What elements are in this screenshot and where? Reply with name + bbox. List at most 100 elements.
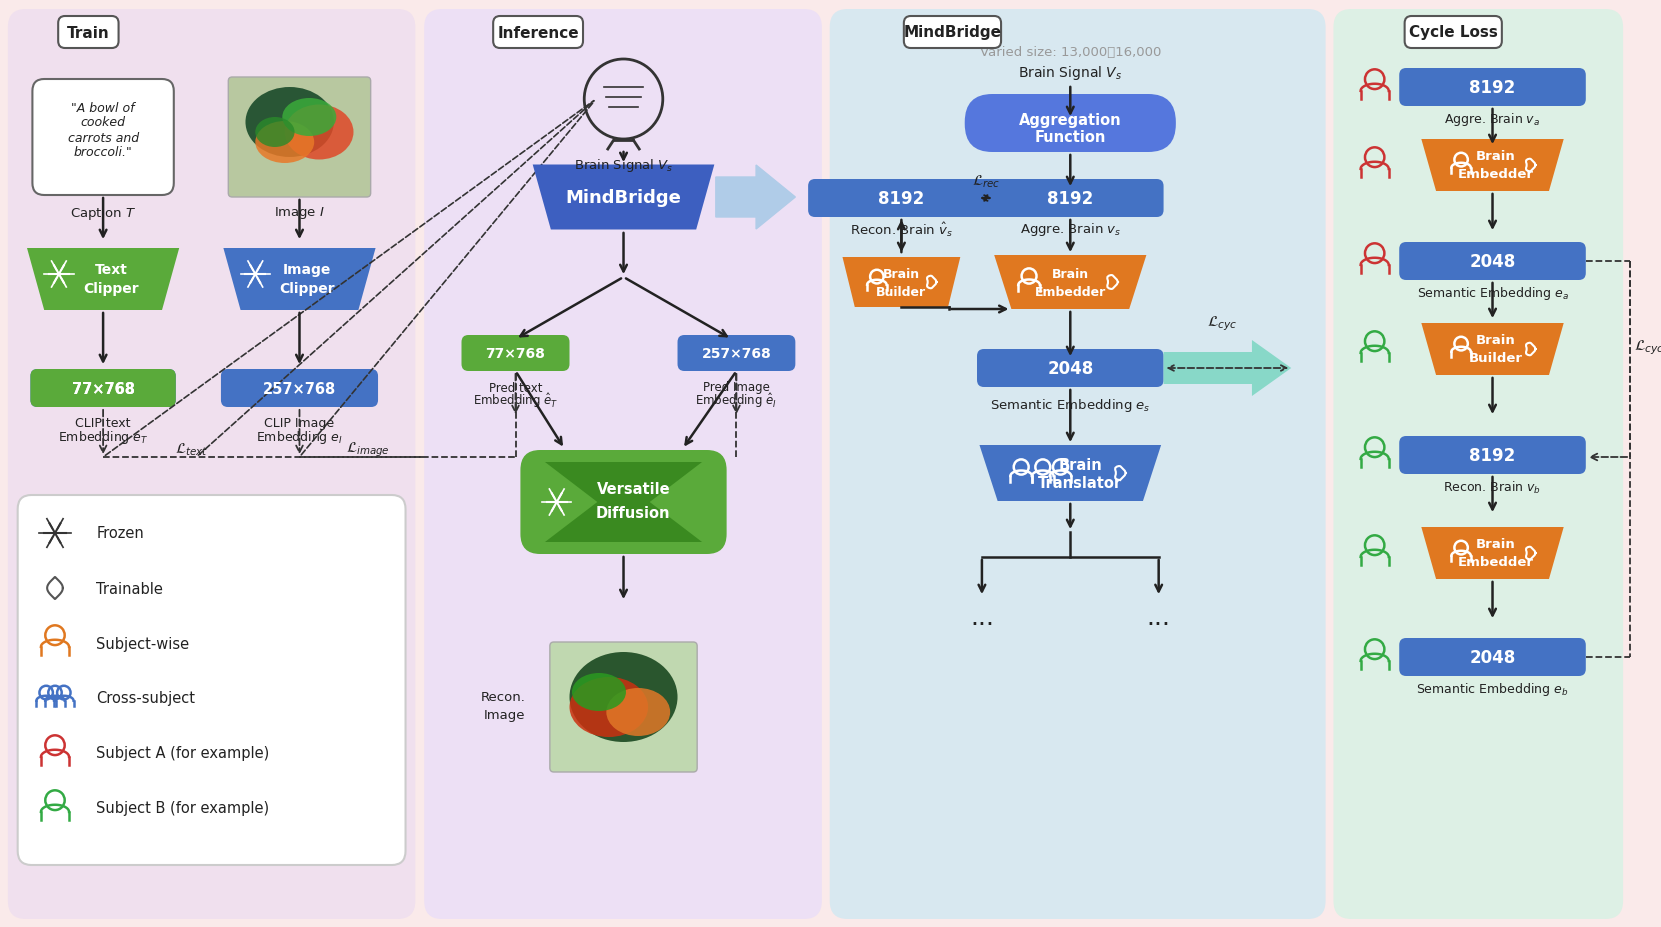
FancyBboxPatch shape — [30, 370, 176, 408]
FancyBboxPatch shape — [33, 80, 174, 196]
FancyBboxPatch shape — [904, 17, 1002, 49]
FancyBboxPatch shape — [221, 370, 379, 408]
Text: 2048: 2048 — [1470, 648, 1515, 667]
Text: 8192: 8192 — [1470, 79, 1515, 97]
Text: Embedder: Embedder — [1457, 169, 1533, 182]
Text: $\mathcal{L}_{image}$: $\mathcal{L}_{image}$ — [347, 440, 390, 459]
Polygon shape — [1422, 324, 1563, 375]
Text: Recon. Brain $\hat{v}_s$: Recon. Brain $\hat{v}_s$ — [850, 221, 953, 239]
FancyBboxPatch shape — [550, 642, 698, 772]
Ellipse shape — [571, 673, 626, 711]
FancyBboxPatch shape — [520, 451, 726, 554]
FancyBboxPatch shape — [424, 10, 822, 919]
Text: MindBridge: MindBridge — [904, 25, 1002, 41]
Text: 2048: 2048 — [1046, 360, 1093, 377]
Text: Semantic Embedding $e_a$: Semantic Embedding $e_a$ — [1417, 286, 1568, 302]
Text: Semantic Embedding $e_s$: Semantic Embedding $e_s$ — [990, 397, 1151, 414]
FancyBboxPatch shape — [18, 495, 405, 865]
FancyBboxPatch shape — [1405, 17, 1502, 49]
Text: Brain: Brain — [1058, 458, 1101, 473]
Text: Varied size: 13,000～16,000: Varied size: 13,000～16,000 — [980, 46, 1161, 59]
Text: Subject A (for example): Subject A (for example) — [96, 745, 269, 761]
Text: Diffusion: Diffusion — [596, 505, 671, 520]
Text: Embedding $\hat{e}_T$: Embedding $\hat{e}_T$ — [473, 391, 558, 410]
Text: $\mathcal{L}_{rec}$: $\mathcal{L}_{rec}$ — [972, 173, 1000, 190]
Text: Image $I$: Image $I$ — [274, 205, 326, 221]
Text: Builder: Builder — [1468, 352, 1523, 365]
Text: Brain: Brain — [884, 267, 920, 280]
Text: ...: ... — [1146, 605, 1171, 629]
Text: Translator: Translator — [1038, 476, 1123, 491]
Polygon shape — [1422, 140, 1563, 192]
Text: CLIP text: CLIP text — [75, 417, 131, 430]
FancyBboxPatch shape — [809, 180, 995, 218]
Text: carrots and: carrots and — [68, 132, 138, 145]
Polygon shape — [842, 258, 960, 308]
Text: Function: Function — [1035, 131, 1106, 146]
Ellipse shape — [570, 678, 648, 737]
Polygon shape — [995, 256, 1146, 310]
Text: 8192: 8192 — [1470, 447, 1515, 464]
FancyBboxPatch shape — [977, 349, 1164, 387]
Text: Brain: Brain — [1475, 150, 1515, 163]
FancyBboxPatch shape — [977, 180, 1164, 218]
Text: $\mathcal{L}_{cyc}$: $\mathcal{L}_{cyc}$ — [1634, 338, 1661, 357]
Text: Recon.: Recon. — [480, 691, 525, 704]
FancyBboxPatch shape — [1399, 639, 1586, 677]
FancyBboxPatch shape — [678, 336, 796, 372]
FancyBboxPatch shape — [493, 17, 583, 49]
Text: 8192: 8192 — [879, 190, 925, 208]
Text: $\mathcal{L}_{text}$: $\mathcal{L}_{text}$ — [174, 441, 208, 458]
Text: Semantic Embedding $e_b$: Semantic Embedding $e_b$ — [1417, 680, 1568, 698]
Ellipse shape — [570, 653, 678, 743]
Polygon shape — [223, 248, 375, 311]
Polygon shape — [27, 248, 179, 311]
Text: Builder: Builder — [877, 286, 927, 298]
Text: Embedding $e_I$: Embedding $e_I$ — [256, 429, 342, 446]
Text: Clipper: Clipper — [279, 282, 336, 296]
Text: 77×768: 77×768 — [485, 347, 545, 361]
Text: Aggre. Brain $v_s$: Aggre. Brain $v_s$ — [1020, 222, 1121, 238]
Text: Brain: Brain — [1475, 538, 1515, 551]
Text: Pred Image: Pred Image — [703, 381, 771, 394]
Ellipse shape — [606, 688, 669, 736]
Text: Subject B (for example): Subject B (for example) — [96, 801, 269, 816]
Text: ...: ... — [970, 605, 993, 629]
Text: Versatile: Versatile — [596, 482, 669, 497]
Text: Image: Image — [282, 262, 332, 276]
Polygon shape — [1164, 340, 1291, 397]
Text: Embedder: Embedder — [1457, 556, 1533, 569]
FancyBboxPatch shape — [965, 95, 1176, 153]
FancyBboxPatch shape — [1399, 243, 1586, 281]
Polygon shape — [533, 165, 714, 230]
Text: cooked: cooked — [81, 117, 126, 130]
Ellipse shape — [246, 88, 334, 158]
Text: 77×768: 77×768 — [71, 381, 135, 396]
Text: "A bowl of: "A bowl of — [71, 101, 135, 114]
Text: Pred text: Pred text — [488, 381, 541, 394]
Text: Brain Signal $V_s$: Brain Signal $V_s$ — [573, 158, 673, 174]
FancyBboxPatch shape — [58, 17, 118, 49]
Polygon shape — [980, 446, 1161, 502]
Text: Cycle Loss: Cycle Loss — [1409, 25, 1498, 41]
Text: Recon. Brain $v_b$: Recon. Brain $v_b$ — [1443, 479, 1541, 496]
Text: Aggre. Brain $v_a$: Aggre. Brain $v_a$ — [1445, 111, 1540, 128]
Text: Clipper: Clipper — [83, 282, 140, 296]
Text: Cross-subject: Cross-subject — [96, 691, 196, 705]
Text: MindBridge: MindBridge — [566, 189, 681, 207]
Text: $\mathcal{L}_{cyc}$: $\mathcal{L}_{cyc}$ — [1208, 314, 1237, 333]
FancyBboxPatch shape — [830, 10, 1325, 919]
Text: 77×768: 77×768 — [71, 381, 135, 396]
Text: 2048: 2048 — [1470, 253, 1515, 271]
FancyBboxPatch shape — [30, 370, 176, 408]
Text: Aggregation: Aggregation — [1018, 112, 1121, 127]
FancyBboxPatch shape — [8, 10, 415, 919]
FancyBboxPatch shape — [228, 78, 370, 197]
Text: 8192: 8192 — [1046, 190, 1093, 208]
Text: CLIP Image: CLIP Image — [264, 417, 334, 430]
Ellipse shape — [282, 99, 336, 137]
Text: 257×768: 257×768 — [262, 381, 336, 396]
Text: Brain: Brain — [1475, 334, 1515, 347]
Text: Trainable: Trainable — [96, 581, 163, 596]
Polygon shape — [545, 463, 703, 542]
